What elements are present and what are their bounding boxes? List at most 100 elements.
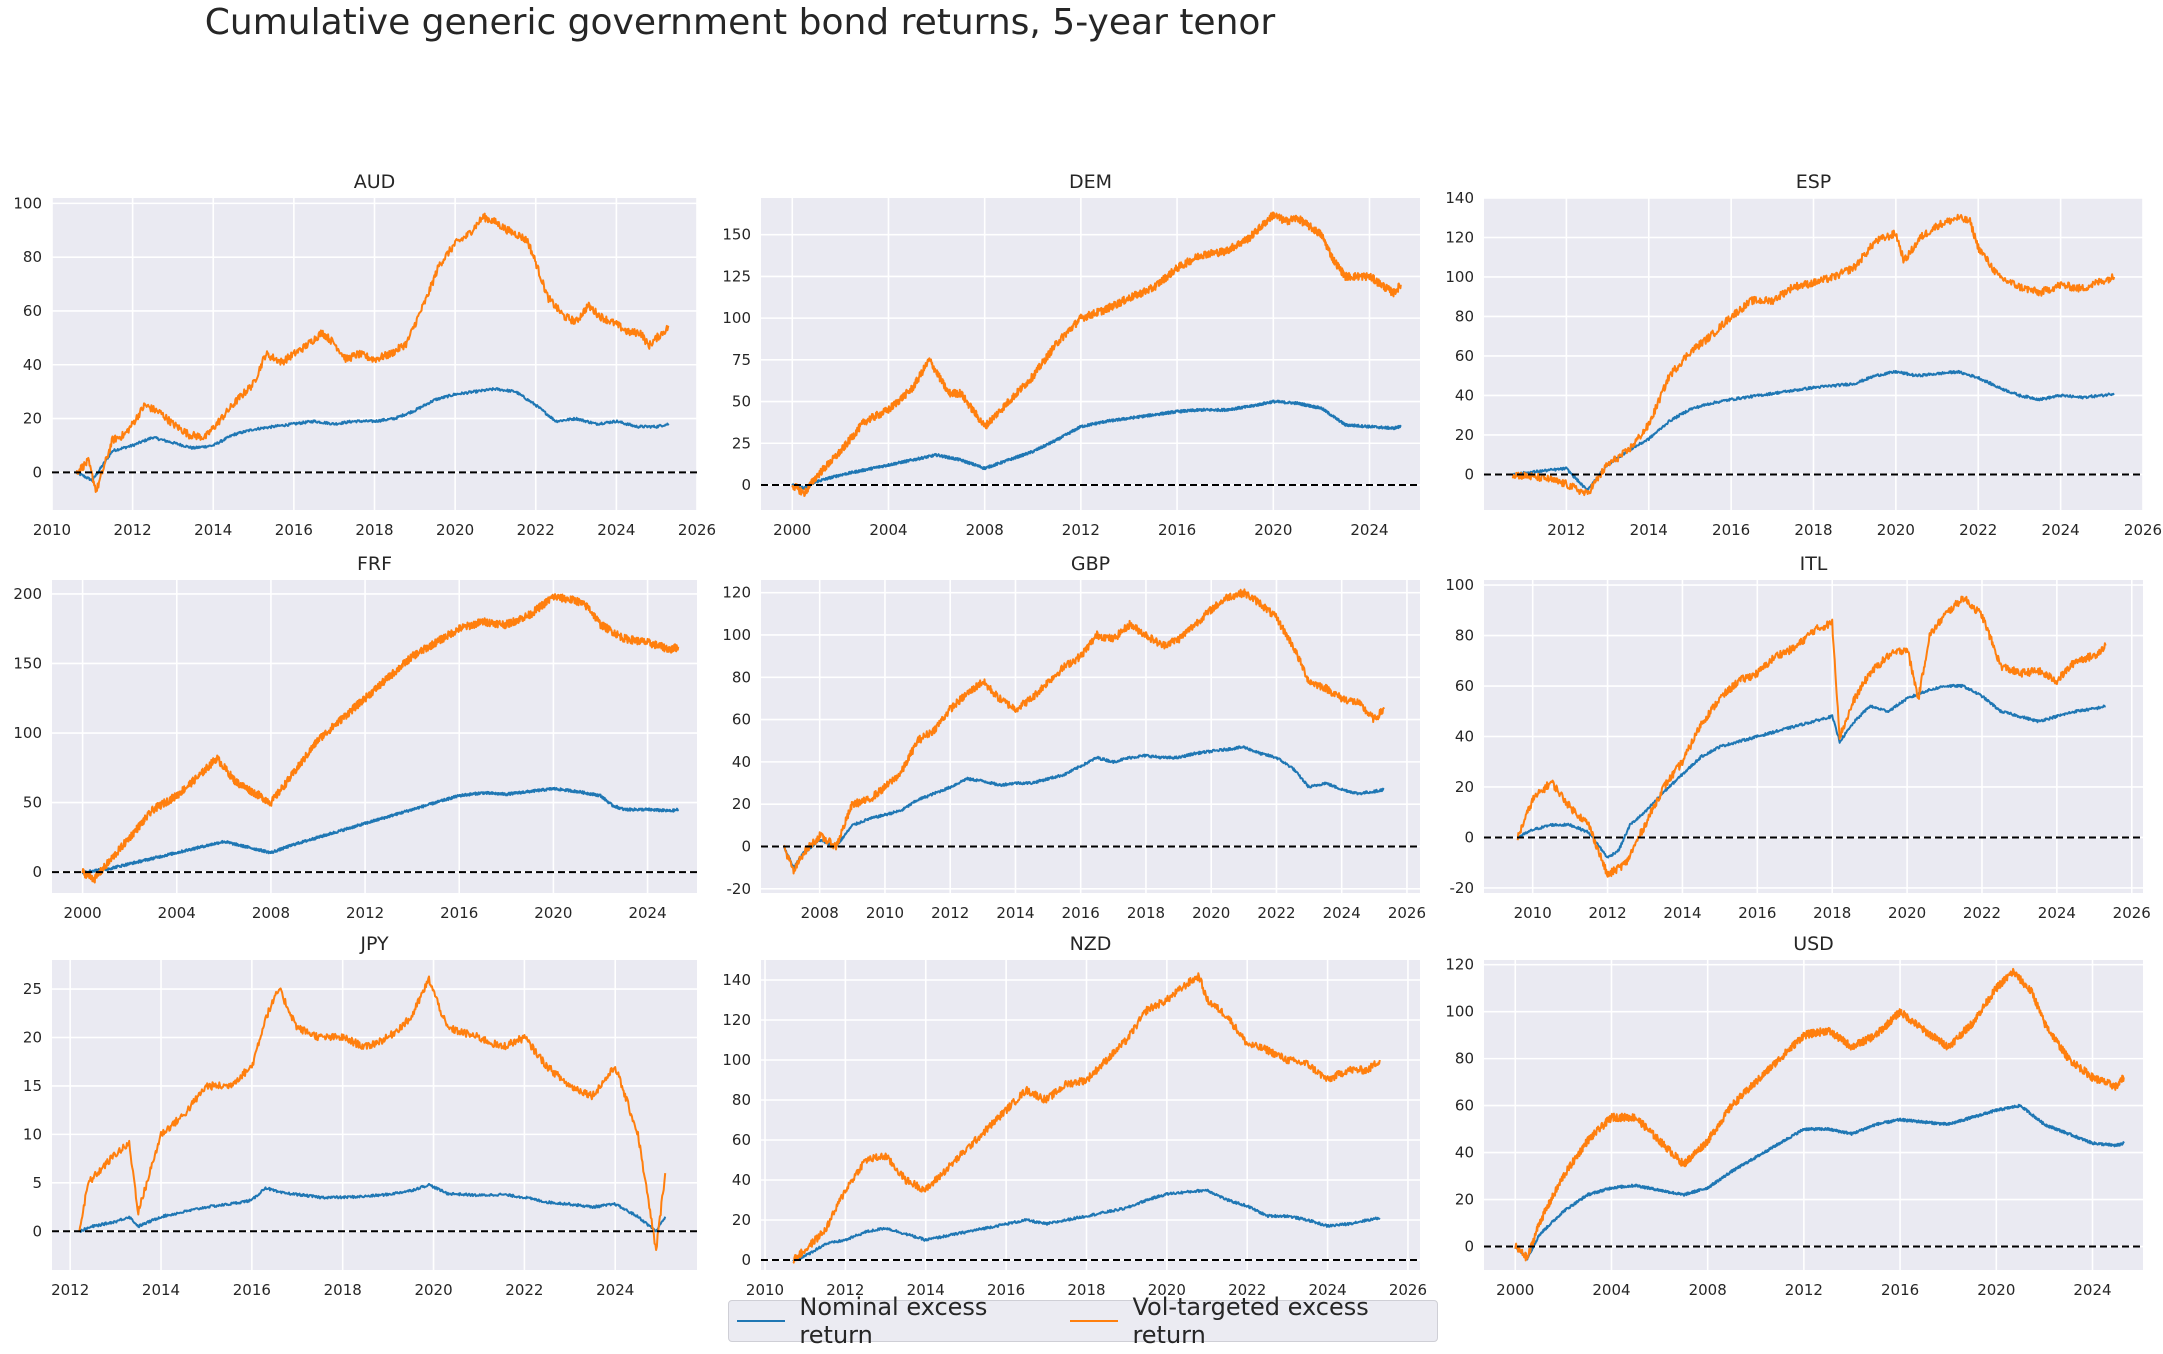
x-tick-label: 2020 [1254,521,1292,539]
x-tick-label: 2016 [233,1281,271,1299]
x-tick-label: 2008 [252,904,290,922]
x-tick-label: 2014 [996,904,1034,922]
y-tick-label: -20 [727,880,752,898]
y-tick-label: 80 [23,248,42,266]
x-tick-label: 2004 [869,521,907,539]
y-tick-label: 40 [1455,1144,1474,1162]
x-tick-label: 2010 [866,904,904,922]
x-tick-label: 2022 [505,1281,543,1299]
y-tick-label: 50 [23,794,42,812]
x-tick-label: 2026 [678,521,716,539]
panel-title-nzd: NZD [1070,933,1112,955]
x-tick-label: 2012 [346,904,384,922]
y-tick-label: -20 [1450,879,1475,897]
y-tick-label: 0 [32,1222,42,1240]
panel-usd: 2000 2004 2008 2012 2016 2020 2024 0 20 40 60 80 100… [1445,933,2143,1299]
x-tick-label: 2018 [1794,521,1832,539]
x-tick-label: 2014 [1630,521,1668,539]
series-line-nominal-usd [1514,1103,2125,1261]
x-tick-label: 2020 [414,1281,452,1299]
y-tick-label: 0 [1464,828,1474,846]
y-tick-label: 100 [1445,576,1474,594]
y-tick-label: 100 [722,626,751,644]
x-tick-label: 2026 [1388,904,1426,922]
series-line-vol-nzd [792,972,1381,1264]
series-line-nominal-dem [791,399,1402,490]
y-tick-label: 80 [1455,1050,1474,1068]
y-tick-label: 20 [1455,778,1474,796]
panel-title-jpy: JPY [359,933,389,955]
x-tick-label: 2012 [1062,521,1100,539]
y-tick-label: 40 [732,753,751,771]
series-line-nominal-nzd [792,1188,1381,1262]
x-tick-label: 2016 [1881,1281,1919,1299]
x-tick-label: 2024 [1350,521,1388,539]
y-tick-label: 75 [732,351,751,369]
x-tick-label: 2012 [51,1281,89,1299]
x-tick-label: 2012 [931,904,969,922]
panel-dem: 2000 2004 2008 2012 2016 2020 2024 0 25 50 75 100 12… [722,171,1420,539]
y-tick-label: 5 [32,1174,42,1192]
y-tick-label: 25 [732,434,751,452]
x-tick-label: 2022 [1959,521,1997,539]
x-tick-label: 2024 [2038,904,2076,922]
series-line-nominal-itl [1516,683,2106,859]
x-tick-label: 2008 [1689,1281,1727,1299]
legend: Nominal excess return Vol-targeted exces… [728,1293,1438,1349]
x-tick-label: 2022 [1257,904,1295,922]
y-tick-label: 20 [1455,1191,1474,1209]
x-tick-label: 2024 [596,1281,634,1299]
series-line-nominal-gbp [782,745,1385,870]
x-tick-label: 2024 [597,521,635,539]
x-tick-label: 2000 [64,904,102,922]
panel-title-esp: ESP [1796,171,1832,193]
plot-area-usd [1484,960,2143,1270]
series-line-vol-dem [791,211,1402,497]
x-tick-label: 2022 [1963,904,2001,922]
x-tick-label: 2018 [355,521,393,539]
y-tick-label: 0 [741,1251,751,1269]
x-tick-label: 2000 [1496,1281,1534,1299]
y-tick-label: 0 [741,837,751,855]
x-tick-label: 2004 [158,904,196,922]
chart-title: Cumulative generic government bond retur… [204,2,1276,43]
x-tick-label: 2020 [1192,904,1230,922]
series-line-vol-frf [81,593,680,884]
series-line-nominal-frf [81,786,680,875]
y-tick-label: 60 [732,1131,751,1149]
y-tick-label: 125 [722,267,751,285]
y-tick-label: 40 [1455,728,1474,746]
x-tick-label: 2012 [114,521,152,539]
y-tick-label: 100 [1445,268,1474,286]
series-line-vol-usd [1514,967,2125,1262]
x-tick-label: 2012 [826,1281,864,1299]
x-tick-label: 2014 [142,1281,180,1299]
legend-item-nominal: Nominal excess return [737,1293,1032,1349]
x-tick-label: 2010 [33,521,71,539]
x-tick-label: 2018 [1813,904,1851,922]
panel-title-frf: FRF [357,553,392,575]
y-tick-label: 120 [722,584,751,602]
y-tick-label: 0 [1464,465,1474,483]
y-tick-label: 15 [23,1077,42,1095]
x-tick-label: 2018 [324,1281,362,1299]
y-tick-label: 0 [1464,1238,1474,1256]
plot-area-frf [52,580,697,893]
x-tick-label: 2020 [1888,904,1926,922]
panel-title-gbp: GBP [1071,553,1110,575]
x-tick-label: 2020 [1877,521,1915,539]
x-tick-label: 2024 [1308,1281,1346,1299]
x-tick-label: 2014 [1663,904,1701,922]
x-tick-label: 2018 [1067,1281,1105,1299]
panel-itl: 2010 2012 2014 2016 2018 2020 2022 2024 2026 -20 0… [1445,553,2151,922]
panel-frf: 2000 2004 2008 2012 2016 2020 2024 0 50 100 150 200… [13,553,697,922]
x-tick-label: 2026 [2113,904,2151,922]
x-tick-label: 2010 [746,1281,784,1299]
x-tick-label: 2016 [440,904,478,922]
y-tick-label: 120 [1445,228,1474,246]
y-tick-label: 10 [23,1125,42,1143]
y-tick-label: 100 [722,309,751,327]
x-tick-label: 2024 [628,904,666,922]
x-tick-label: 2020 [534,904,572,922]
y-tick-label: 100 [1445,1003,1474,1021]
